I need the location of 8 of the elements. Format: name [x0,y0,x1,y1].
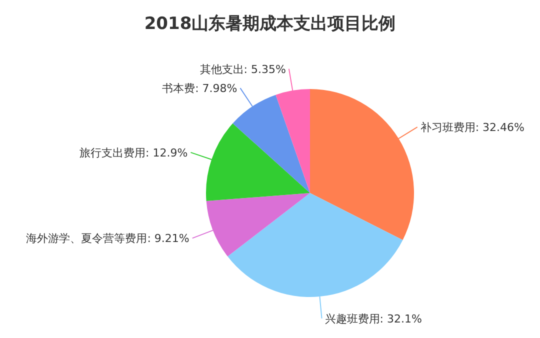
slice-label: 其他支出: 5.35% [200,62,286,76]
pie-slice [310,89,414,240]
slice-label: 书本费: 7.98% [162,82,238,96]
chart-title: 2018山东暑期成本支出项目比例 [143,13,397,35]
slice-label: 旅行支出费用: 12.9% [80,146,188,160]
slice-label: 海外游学、夏令营等费用: 9.21% [26,232,190,246]
slice-label: 补习班费用: 32.46% [420,121,525,134]
slice-label: 兴趣班费用: 32.1% [324,312,422,326]
